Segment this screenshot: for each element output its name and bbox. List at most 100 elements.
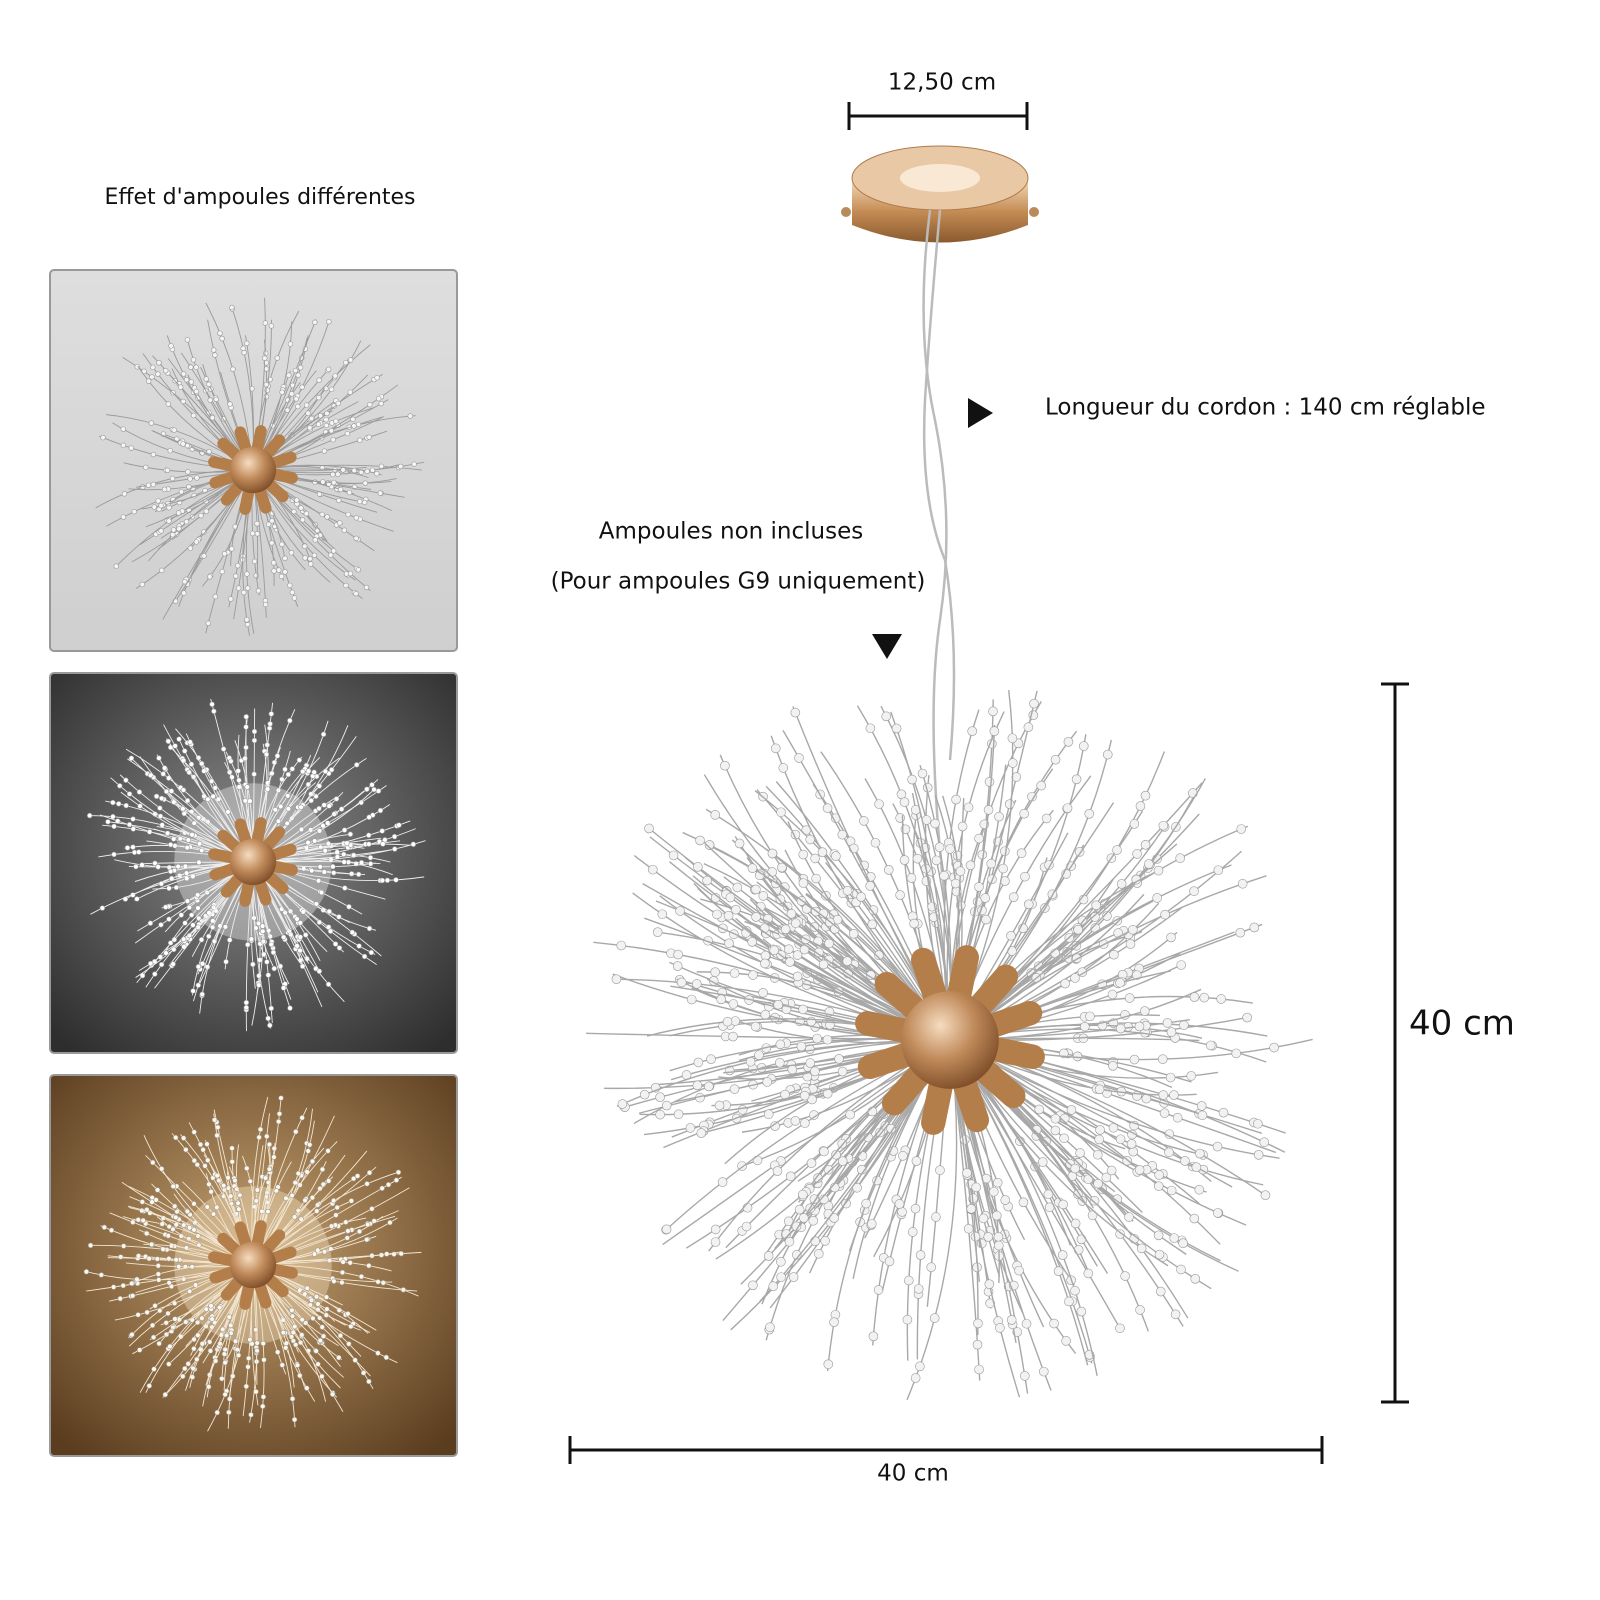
crystal [319, 465, 325, 471]
crystal [1249, 922, 1260, 933]
crystal [205, 620, 211, 626]
crystal [328, 386, 335, 393]
crystal [184, 337, 191, 343]
crystal [199, 1315, 205, 1321]
crystal [248, 1412, 254, 1418]
crystal [837, 1066, 848, 1077]
crystal [260, 1403, 266, 1410]
crystal [250, 961, 256, 968]
crystal [1014, 1265, 1024, 1276]
crystal [910, 1203, 921, 1214]
crystal [729, 968, 740, 979]
crystal [121, 491, 128, 497]
crystal [800, 1118, 810, 1128]
crystal [361, 953, 368, 960]
crystal [366, 925, 373, 932]
crystal [152, 971, 158, 977]
crystal [328, 1223, 335, 1229]
crystal [348, 1198, 355, 1204]
width-label: 40 cm [877, 1461, 949, 1487]
crystal [265, 1208, 271, 1215]
crystal [195, 1332, 201, 1338]
bulb-note-line1: Ampoules non incluses [599, 519, 863, 545]
crystal [1176, 960, 1187, 970]
crystal [1034, 1104, 1045, 1115]
crystal [150, 364, 156, 371]
crystal [754, 1050, 764, 1060]
crystal [805, 1058, 816, 1068]
crystal [173, 1257, 179, 1263]
crystal [186, 1288, 193, 1295]
crystal [223, 959, 229, 965]
crystal [338, 806, 345, 812]
crystal [1166, 1027, 1177, 1037]
crystal [1094, 1134, 1105, 1145]
crystal [1176, 1264, 1186, 1275]
crystal [184, 898, 191, 904]
crystal [1186, 1071, 1197, 1081]
crystal [302, 555, 308, 561]
crystal [120, 1282, 126, 1289]
crystal [148, 1241, 155, 1248]
crystal [135, 1312, 141, 1318]
crystal [101, 1224, 108, 1231]
crystal [221, 551, 228, 557]
crystal [1162, 1018, 1173, 1028]
crystal [737, 1105, 748, 1115]
crystal [810, 1236, 821, 1246]
crystal [1128, 1146, 1139, 1157]
crystal [1132, 1091, 1142, 1101]
crystal [279, 776, 285, 783]
crystal [319, 1166, 326, 1173]
crystal [1175, 853, 1185, 864]
crystal [966, 1204, 977, 1214]
crystal [206, 1339, 213, 1345]
crystal [188, 761, 195, 767]
crystal [1269, 1042, 1279, 1053]
crystal [763, 1109, 774, 1120]
crystal [972, 1339, 983, 1350]
crystal [308, 1297, 315, 1303]
crystal [308, 415, 315, 422]
crystal [1231, 1048, 1242, 1059]
crystal [264, 1133, 270, 1140]
crystal [1253, 1118, 1263, 1129]
crystal [842, 956, 853, 967]
crystal [297, 947, 303, 954]
crystal [360, 1370, 367, 1376]
crystal [236, 777, 242, 783]
crystal [1043, 1189, 1054, 1200]
crystal [230, 366, 236, 372]
crystal [226, 1314, 232, 1320]
crystal [375, 788, 382, 794]
crystal [931, 1212, 941, 1222]
crystal [209, 924, 216, 931]
crystal [1073, 1245, 1084, 1255]
crystal [980, 893, 991, 903]
cord [922, 209, 956, 901]
crystal [960, 1134, 970, 1145]
crystal [742, 1202, 753, 1213]
crystal [175, 1263, 182, 1270]
crystal [915, 1250, 926, 1260]
crystal [225, 809, 231, 815]
crystal [150, 1159, 156, 1166]
crystal [785, 1171, 796, 1182]
crystal [328, 767, 335, 773]
crystal [111, 851, 117, 858]
crystal [1006, 1315, 1017, 1325]
crystal [994, 1240, 1004, 1251]
crystal [304, 1385, 310, 1391]
crystal [316, 805, 322, 812]
crystal [214, 1204, 220, 1211]
crystal [374, 470, 380, 477]
crystal [293, 1129, 299, 1135]
crystal [316, 828, 323, 834]
crystal [710, 1237, 721, 1247]
crystal [379, 828, 385, 834]
crystal [256, 982, 262, 988]
crystal [345, 1311, 351, 1317]
crystal [156, 755, 162, 761]
crystal [1235, 927, 1246, 938]
crystal [196, 859, 202, 866]
